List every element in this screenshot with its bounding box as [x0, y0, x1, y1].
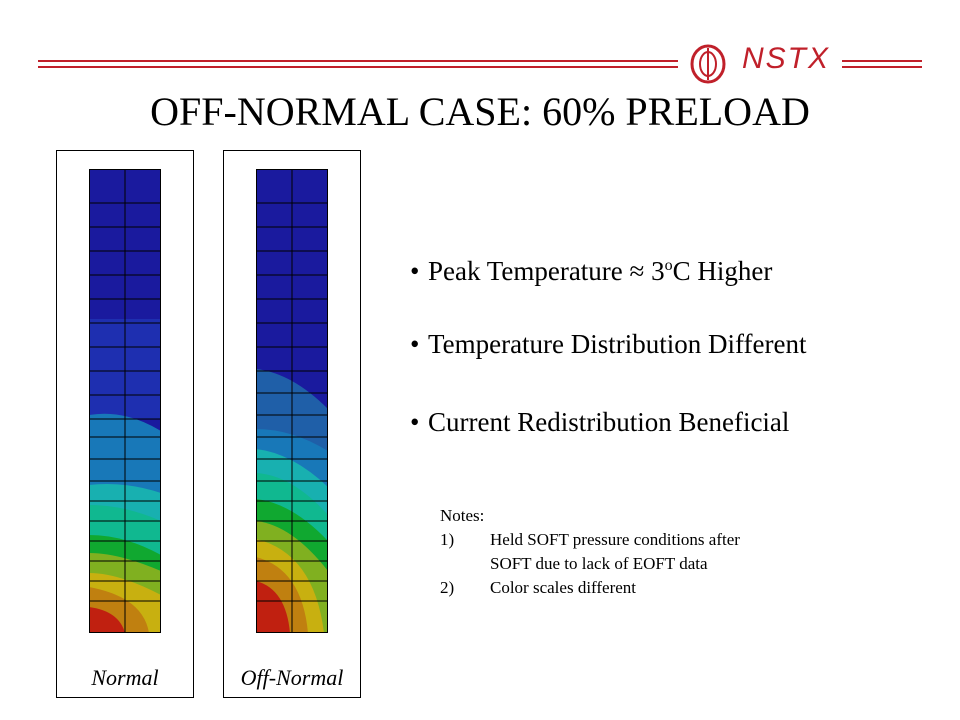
notes-heading: Notes: — [440, 506, 485, 525]
bullet-list: • Peak Temperature ≈ 3oC Higher • Temperat… — [410, 246, 930, 480]
bullet-2-text: Temperature Distribution Different — [428, 329, 807, 359]
panel-label-normal: Normal — [91, 665, 159, 690]
note-1-line-2: SOFT due to lack of EOFT data — [490, 554, 708, 573]
header-rule-right-top — [842, 60, 922, 62]
header-rule-left-bottom — [38, 66, 678, 68]
note-2-text: Color scales different — [490, 578, 637, 597]
panel-label-off-normal: Off-Normal — [240, 665, 344, 690]
nstx-torus-logo-icon — [690, 44, 726, 84]
bullet-3-text: Current Redistribution Beneficial — [428, 407, 790, 437]
bullet-current-redistribution: • Current Redistribution Beneficial — [410, 407, 790, 437]
note-2: 2) Color scales different — [440, 576, 740, 600]
contour-panel-off-normal: Off-Normal — [223, 150, 361, 698]
bullet-peak-temperature: • Peak Temperature ≈ 3oC Higher — [410, 256, 773, 286]
logo-text: NSTX — [742, 42, 831, 75]
contour-panel-normal: Normal — [56, 150, 194, 698]
bullet-1-prefix: Peak Temperature ≈ 3 — [428, 256, 665, 286]
contour-plot-off-normal — [256, 169, 328, 633]
note-2-number: 2) — [440, 578, 455, 597]
note-1: 1) Held SOFT pressure conditions after — [440, 528, 740, 552]
header-rule-right-bottom — [842, 66, 922, 68]
header-rule-left-top — [38, 60, 678, 62]
note-1-line-1: Held SOFT pressure conditions after — [490, 530, 740, 549]
bullet-temperature-distribution: • Temperature Distribution Different — [410, 329, 807, 359]
page-title: OFF-NORMAL CASE: 60% PRELOAD — [150, 89, 810, 134]
note-1-number: 1) — [440, 530, 455, 549]
contour-plot-normal — [89, 169, 161, 633]
bullet-1-suffix: C Higher — [672, 256, 773, 286]
notes-block: Notes: 1) Held SOFT pressure conditions … — [440, 504, 740, 600]
degree-superscript: o — [664, 257, 673, 274]
